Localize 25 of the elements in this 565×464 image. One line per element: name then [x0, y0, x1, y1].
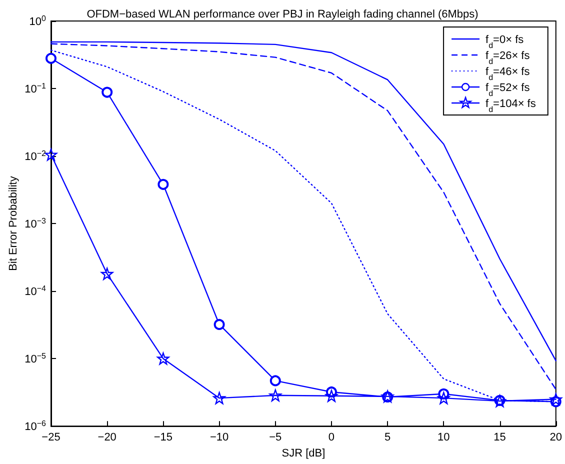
x-tick-label: −25	[42, 432, 60, 444]
y-tick-label: 10$^{−6}$	[24, 418, 47, 434]
x-tick-label: −5	[269, 432, 282, 444]
x-tick-label: 20	[550, 432, 562, 444]
x-axis-title: SJR [dB]	[282, 448, 326, 460]
y-tick-label: 10$^{0}$	[29, 14, 47, 28]
y-tick-label: 10$^{−2}$	[24, 148, 47, 164]
x-tick-label: 15	[494, 432, 506, 444]
legend-label: f$_{d}$=0× fs	[486, 34, 524, 50]
x-tick-label: −15	[154, 432, 173, 444]
y-tick-label: 10$^{−3}$	[24, 216, 47, 231]
y-tick-label: 10$^{−1}$	[24, 81, 47, 96]
legend-label: f$_{d}$=104× fs	[486, 98, 536, 114]
y-tick-label: 10$^{−4}$	[24, 284, 47, 298]
x-tick-label: −10	[210, 432, 229, 444]
x-tick-label: 5	[384, 432, 391, 444]
x-tick-label: 0	[328, 432, 335, 444]
legend-label: f$_{d}$=46× fs	[486, 66, 530, 82]
y-tick-label: 10$^{−5}$	[24, 351, 47, 366]
chart-title: OFDM−based WLAN performance over PBJ in Rayleigh fading channel (6Mbps)	[86, 8, 478, 20]
legend-label: f$_{d}$=52× fs	[486, 82, 530, 98]
y-axis-title: Bit Error Probability	[8, 176, 20, 271]
legend-label: f$_{d}$=26× fs	[486, 50, 530, 66]
x-tick-label: −20	[98, 432, 116, 444]
x-tick-label: 10	[438, 432, 450, 444]
